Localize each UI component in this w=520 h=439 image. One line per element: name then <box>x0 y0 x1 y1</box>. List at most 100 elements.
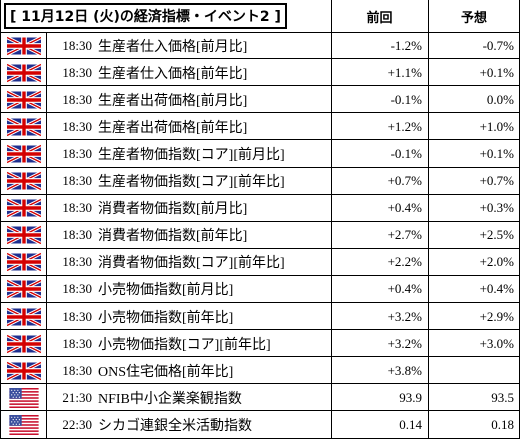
divider <box>0 0 1 439</box>
previous-value: +2.7% <box>387 227 422 243</box>
forecast-value: 0.18 <box>491 416 514 432</box>
divider <box>331 0 332 439</box>
indicator-name: 生産者出荷価格[前年比] <box>98 120 248 136</box>
indicator-name: 生産者仕入価格[前月比] <box>98 39 248 55</box>
uk-flag-icon <box>2 195 46 222</box>
previous-value: +0.4% <box>387 200 422 216</box>
forecast-value: +3.0% <box>479 335 514 351</box>
column-header-forecast: 予想 <box>460 10 487 26</box>
release-time: 18:30 <box>62 227 92 243</box>
indicator-name: 小売物価指数[前年比] <box>98 310 234 326</box>
column-header-prev: 前回 <box>366 10 393 26</box>
divider <box>0 356 520 357</box>
previous-value: +3.2% <box>387 308 422 324</box>
table-row: 18:30 生産者物価指数[コア][前月比] -0.1% +0.1% <box>0 140 520 167</box>
header-row: [ 11月12日 (火)の経済指標・イベント2 ] 前回 予想 <box>0 0 520 32</box>
previous-value: +2.2% <box>387 254 422 270</box>
divider <box>428 0 429 439</box>
table-row: 18:30 生産者仕入価格[前年比] +1.1% +0.1% <box>0 59 520 86</box>
previous-value: 0.14 <box>399 416 422 432</box>
divider <box>0 275 520 276</box>
indicator-name: 生産者出荷価格[前月比] <box>98 93 248 109</box>
previous-value: -0.1% <box>390 145 422 161</box>
divider <box>0 383 520 384</box>
uk-flag-icon <box>2 303 46 330</box>
release-time: 18:30 <box>62 308 92 324</box>
release-time: 18:30 <box>62 91 92 107</box>
forecast-value: +0.1% <box>479 145 514 161</box>
previous-value: +0.7% <box>387 173 422 189</box>
forecast-value: +0.3% <box>479 200 514 216</box>
table-row: 18:30 生産者出荷価格[前年比] +1.2% +1.0% <box>0 113 520 140</box>
forecast-value: 93.5 <box>491 389 514 405</box>
forecast-value: +2.5% <box>479 227 514 243</box>
release-time: 18:30 <box>62 362 92 378</box>
table-row: 18:30 生産者仕入価格[前月比] -1.2% -0.7% <box>0 32 520 59</box>
forecast-value: -0.7% <box>482 37 514 53</box>
previous-value: +1.1% <box>387 64 422 80</box>
uk-flag-icon <box>2 249 46 276</box>
indicator-name: 消費者物価指数[前年比] <box>98 229 248 245</box>
release-time: 18:30 <box>62 145 92 161</box>
table-row: 18:30 ONS住宅価格[前年比] +3.8% <box>0 357 520 384</box>
previous-value: 93.9 <box>399 389 422 405</box>
table-row: 18:30 小売物価指数[前月比] +0.4% +0.4% <box>0 276 520 303</box>
us-flag-icon <box>2 384 46 411</box>
table-row: 18:30 小売物価指数[コア][前年比] +3.2% +3.0% <box>0 330 520 357</box>
release-time: 22:30 <box>62 416 92 432</box>
table-row: 18:30 小売物価指数[前年比] +3.2% +2.9% <box>0 303 520 330</box>
previous-value: +0.4% <box>387 281 422 297</box>
table-row: 18:30 消費者物価指数[コア][前年比] +2.2% +2.0% <box>0 249 520 276</box>
indicator-name: 生産者物価指数[コア][前月比] <box>98 147 285 163</box>
release-time: 18:30 <box>62 173 92 189</box>
us-flag-icon <box>2 411 46 438</box>
uk-flag-icon <box>2 276 46 303</box>
divider <box>0 167 520 168</box>
forecast-value: +2.9% <box>479 308 514 324</box>
uk-flag-icon <box>2 32 46 59</box>
divider <box>0 302 520 303</box>
divider <box>0 85 520 86</box>
release-time: 18:30 <box>62 254 92 270</box>
uk-flag-icon <box>2 168 46 195</box>
forecast-value: 0.0% <box>486 91 514 107</box>
page-title-cell: [ 11月12日 (火)の経済指標・イベント2 ] <box>0 0 331 32</box>
indicator-name: 消費者物価指数[前月比] <box>98 202 248 218</box>
indicator-name: 小売物価指数[前月比] <box>98 283 234 299</box>
release-time: 18:30 <box>62 200 92 216</box>
divider <box>0 221 520 222</box>
divider <box>0 410 520 411</box>
divider <box>0 112 520 113</box>
forecast-value: +0.4% <box>479 281 514 297</box>
indicator-name: NFIB中小企業楽観指数 <box>98 391 242 407</box>
forecast-value: +1.0% <box>479 118 514 134</box>
table-row: 18:30 消費者物価指数[前月比] +0.4% +0.3% <box>0 195 520 222</box>
uk-flag-icon <box>2 222 46 249</box>
table-row: 21:30 NFIB中小企業楽観指数 93.9 93.5 <box>0 384 520 411</box>
indicator-name: 小売物価指数[コア][前年比] <box>98 337 271 353</box>
forecast-value: +0.1% <box>479 64 514 80</box>
divider <box>0 329 520 330</box>
release-time: 18:30 <box>62 64 92 80</box>
release-time: 18:30 <box>62 118 92 134</box>
previous-value: +1.2% <box>387 118 422 134</box>
uk-flag-icon <box>2 113 46 140</box>
forecast-value: +2.0% <box>479 254 514 270</box>
page-title: [ 11月12日 (火)の経済指標・イベント2 ] <box>4 3 287 29</box>
uk-flag-icon <box>2 59 46 86</box>
release-time: 18:30 <box>62 335 92 351</box>
previous-value: -0.1% <box>390 91 422 107</box>
table-row: 18:30 消費者物価指数[前年比] +2.7% +2.5% <box>0 222 520 249</box>
uk-flag-icon <box>2 330 46 357</box>
forecast-value: +0.7% <box>479 173 514 189</box>
indicator-name: 生産者仕入価格[前年比] <box>98 66 248 82</box>
divider <box>46 32 47 439</box>
previous-value: -1.2% <box>390 37 422 53</box>
table-row: 22:30 シカゴ連銀全米活動指数 0.14 0.18 <box>0 411 520 438</box>
indicator-name: 生産者物価指数[コア][前年比] <box>98 175 285 191</box>
uk-flag-icon <box>2 140 46 167</box>
indicator-name: シカゴ連銀全米活動指数 <box>98 418 252 434</box>
divider <box>0 32 520 33</box>
table-row: 18:30 生産者出荷価格[前月比] -0.1% 0.0% <box>0 86 520 113</box>
release-time: 18:30 <box>62 37 92 53</box>
